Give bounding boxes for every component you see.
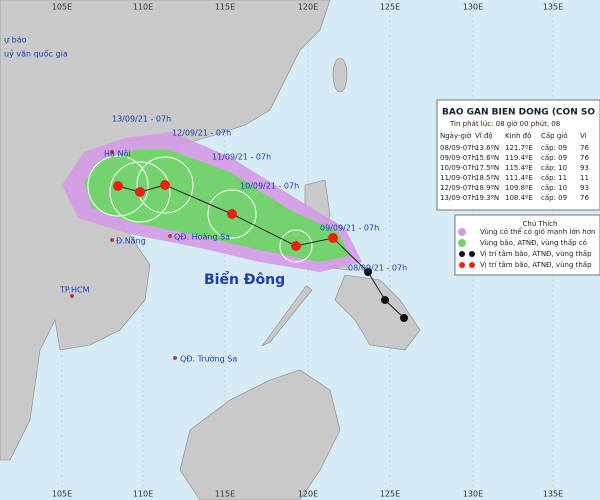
forecast-label: 11/09/21 - 07h — [212, 153, 271, 162]
table-cell: 18.9ºN — [475, 184, 499, 192]
info-title: BAO GAN BIEN DONG (CON SO — [442, 108, 595, 118]
lon-label: 125E — [380, 3, 400, 12]
table-header: Vĩ độ — [475, 132, 493, 140]
table-cell: 111.4ºE — [505, 174, 533, 182]
lon-label: 130E — [463, 3, 483, 12]
sea-label: Biển Đông — [204, 271, 285, 288]
table-cell: 76 — [580, 194, 589, 202]
table-cell: cấp: 09 — [541, 144, 567, 152]
lon-label: 120E — [298, 490, 318, 499]
lon-label: 115E — [215, 3, 235, 12]
place: TP.HCM — [59, 286, 90, 295]
table-cell: 13.6ºN — [475, 144, 499, 152]
forecast-label: 09/09/21 - 07h — [320, 224, 379, 233]
table-cell: 10/09-07h — [440, 164, 476, 172]
table-cell: 15.6ºN — [475, 154, 499, 162]
table-cell: 17.5ºN — [475, 164, 499, 172]
table-cell: 18.5ºN — [475, 174, 499, 182]
forecast-label: 10/09/21 - 07h — [240, 182, 299, 191]
table-cell: cấp: 10 — [541, 184, 567, 192]
table-cell: 08/09-07h — [440, 144, 476, 152]
table-cell: 12/09-07h — [440, 184, 476, 192]
table-cell: cấp: 09 — [541, 154, 567, 162]
legend-item: Vị trí tâm bão, ATNĐ, vùng thấp — [480, 250, 592, 258]
place-dots — [70, 150, 177, 360]
table-cell: 119.4ºE — [505, 154, 533, 162]
table-cell: 76 — [580, 154, 589, 162]
forecast-label: 08/09/21 - 07h — [348, 264, 407, 273]
place: Hà Nội — [104, 149, 131, 159]
legend-item: Vùng có thể có gió mạnh lớn hơn — [480, 227, 595, 236]
header-line: uỷ văn quốc gia — [4, 49, 68, 59]
table-cell: 11 — [580, 174, 589, 182]
header-line: ự báo — [4, 36, 27, 46]
lon-label: 105E — [52, 3, 72, 12]
table-cell: 115.4ºE — [505, 164, 533, 172]
legend-item: Vùng bão, ATNĐ, vùng thấp có — [480, 239, 587, 247]
forecast-label: 13/09/21 - 07h — [112, 115, 171, 124]
legend-box: Chú Thích Vùng có thể có gió mạnh lớn hơ… — [454, 214, 600, 276]
place: QĐ. Hoàng Sa — [174, 233, 230, 242]
table-cell: 109.8ºE — [505, 184, 533, 192]
table-cell: 93 — [580, 184, 589, 192]
place: Đ.Nẵng — [116, 236, 146, 246]
storm-icons — [113, 180, 408, 322]
lon-label: 110E — [133, 490, 153, 499]
table-cell: 121.7ºE — [505, 144, 533, 152]
storm-circles — [87, 155, 313, 263]
table-cell: 11/09-07h — [440, 174, 476, 182]
table-header: Vi — [580, 132, 587, 140]
table-cell: cấp: 11 — [541, 174, 567, 182]
table-cell: 19.3ºN — [475, 194, 499, 202]
table-cell: cấp: 09 — [541, 194, 567, 202]
lon-label: 105E — [52, 490, 72, 499]
info-box: BAO GAN BIEN DONG (CON SO Tin phát lúc: … — [436, 99, 600, 211]
table-cell: 13/09-07h — [440, 194, 476, 202]
table-header: Cấp gió — [541, 132, 568, 140]
lon-label: 125E — [380, 490, 400, 499]
table-cell: 09/09-07h — [440, 154, 476, 162]
table-cell: 76 — [580, 144, 589, 152]
storm-zone — [84, 150, 350, 262]
lon-label: 130E — [463, 490, 483, 499]
legend-title: Chú Thích — [523, 220, 558, 228]
forecast-label: 12/09/21 - 07h — [172, 129, 231, 138]
info-issued: Tin phát lúc: 08 giờ 00 phút, 08 — [449, 120, 560, 128]
lon-label: 115E — [215, 490, 235, 499]
lon-label: 135E — [543, 490, 563, 499]
table-cell: 108.4ºE — [505, 194, 533, 202]
table-cell: cấp: 10 — [541, 164, 567, 172]
table-cell: 93 — [580, 164, 589, 172]
lon-label: 135E — [543, 3, 563, 12]
table-header: Ngày-giờ — [440, 132, 472, 140]
place: QĐ. Trường Sa — [180, 354, 237, 364]
legend-item: Vị trí tâm bão, ATNĐ, vùng thấp — [480, 261, 592, 269]
lon-label: 110E — [133, 3, 153, 12]
lon-label: 120E — [298, 3, 318, 12]
table-header: Kinh độ — [505, 132, 531, 140]
